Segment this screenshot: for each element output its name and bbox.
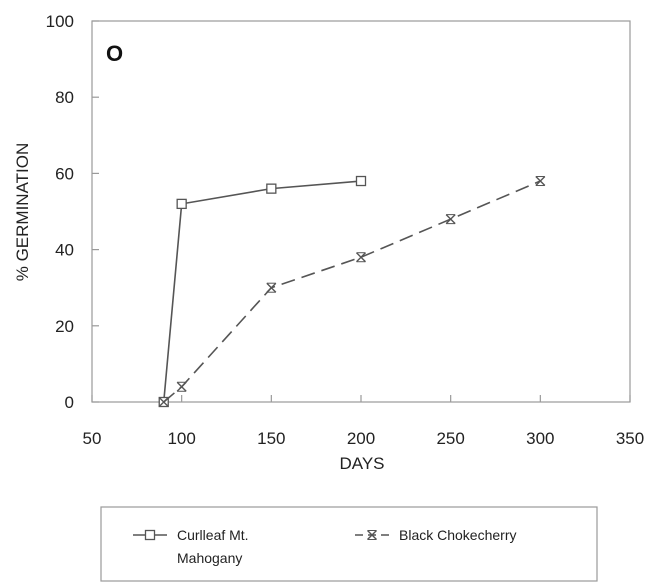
legend-label-curlleaf-mt-mahogany: Curlleaf Mt. — [177, 527, 249, 543]
x-axis: 50 100 150 200 250 300 350 — [83, 395, 644, 448]
y-tick-label: 40 — [55, 241, 74, 260]
y-tick-label: 20 — [55, 317, 74, 336]
data-point-black-chokecherry — [176, 381, 187, 392]
data-point-black-chokecherry — [266, 282, 277, 293]
data-point-curlleaf-mt-mahogany — [176, 198, 187, 210]
x-tick-label: 250 — [436, 429, 464, 448]
y-axis-title: % GERMINATION — [13, 143, 32, 282]
series-layer — [158, 175, 546, 408]
y-axis: 0 20 40 60 80 100 — [46, 12, 99, 412]
y-tick-label: 80 — [55, 88, 74, 107]
data-point-black-chokecherry-stroke-b — [535, 176, 546, 187]
data-point-black-chokecherry — [445, 214, 456, 225]
data-point-black-chokecherry-stroke-b — [158, 397, 169, 407]
legend-frame — [100, 506, 598, 582]
x-tick-label: 200 — [347, 429, 375, 448]
data-point-black-chokecherry — [535, 176, 546, 187]
series-line-black-chokecherry — [163, 180, 541, 403]
y-tick-label: 60 — [55, 164, 74, 183]
panel-label: O — [106, 41, 123, 66]
data-point-black-chokecherry-stroke-b — [445, 214, 456, 225]
legend-marker-black-chokecherry-stroke-b — [367, 530, 377, 540]
x-tick-label: 100 — [167, 429, 195, 448]
x-tick-label: 50 — [83, 429, 102, 448]
series-line-curlleaf-mt-mahogany — [162, 180, 362, 403]
data-point-black-chokecherry-stroke-b — [176, 381, 187, 392]
data-point-black-chokecherry — [158, 397, 169, 407]
data-point-curlleaf-mt-mahogany — [355, 175, 367, 187]
y-tick-label: 0 — [65, 393, 74, 412]
x-tick-label: 350 — [616, 429, 644, 448]
x-axis-title: DAYS — [339, 454, 384, 473]
legend: Curlleaf Mt. Mahogany Black Chokecherry — [100, 506, 598, 582]
data-point-curlleaf-mt-mahogany — [266, 183, 277, 194]
x-tick-label: 300 — [526, 429, 554, 448]
y-tick-label: 100 — [46, 12, 74, 31]
data-point-black-chokecherry — [356, 252, 366, 263]
data-point-black-chokecherry-stroke-b — [266, 282, 277, 293]
legend-label-curlleaf-mt-mahogany: Mahogany — [177, 550, 242, 566]
data-point-black-chokecherry-stroke-b — [356, 252, 366, 263]
legend-marker-black-chokecherry — [367, 530, 377, 540]
plot-frame — [91, 20, 631, 403]
legend-label-black-chokecherry: Black Chokecherry — [399, 527, 517, 543]
x-tick-label: 150 — [257, 429, 285, 448]
legend-marker-curlleaf-mt-mahogany — [144, 529, 156, 541]
